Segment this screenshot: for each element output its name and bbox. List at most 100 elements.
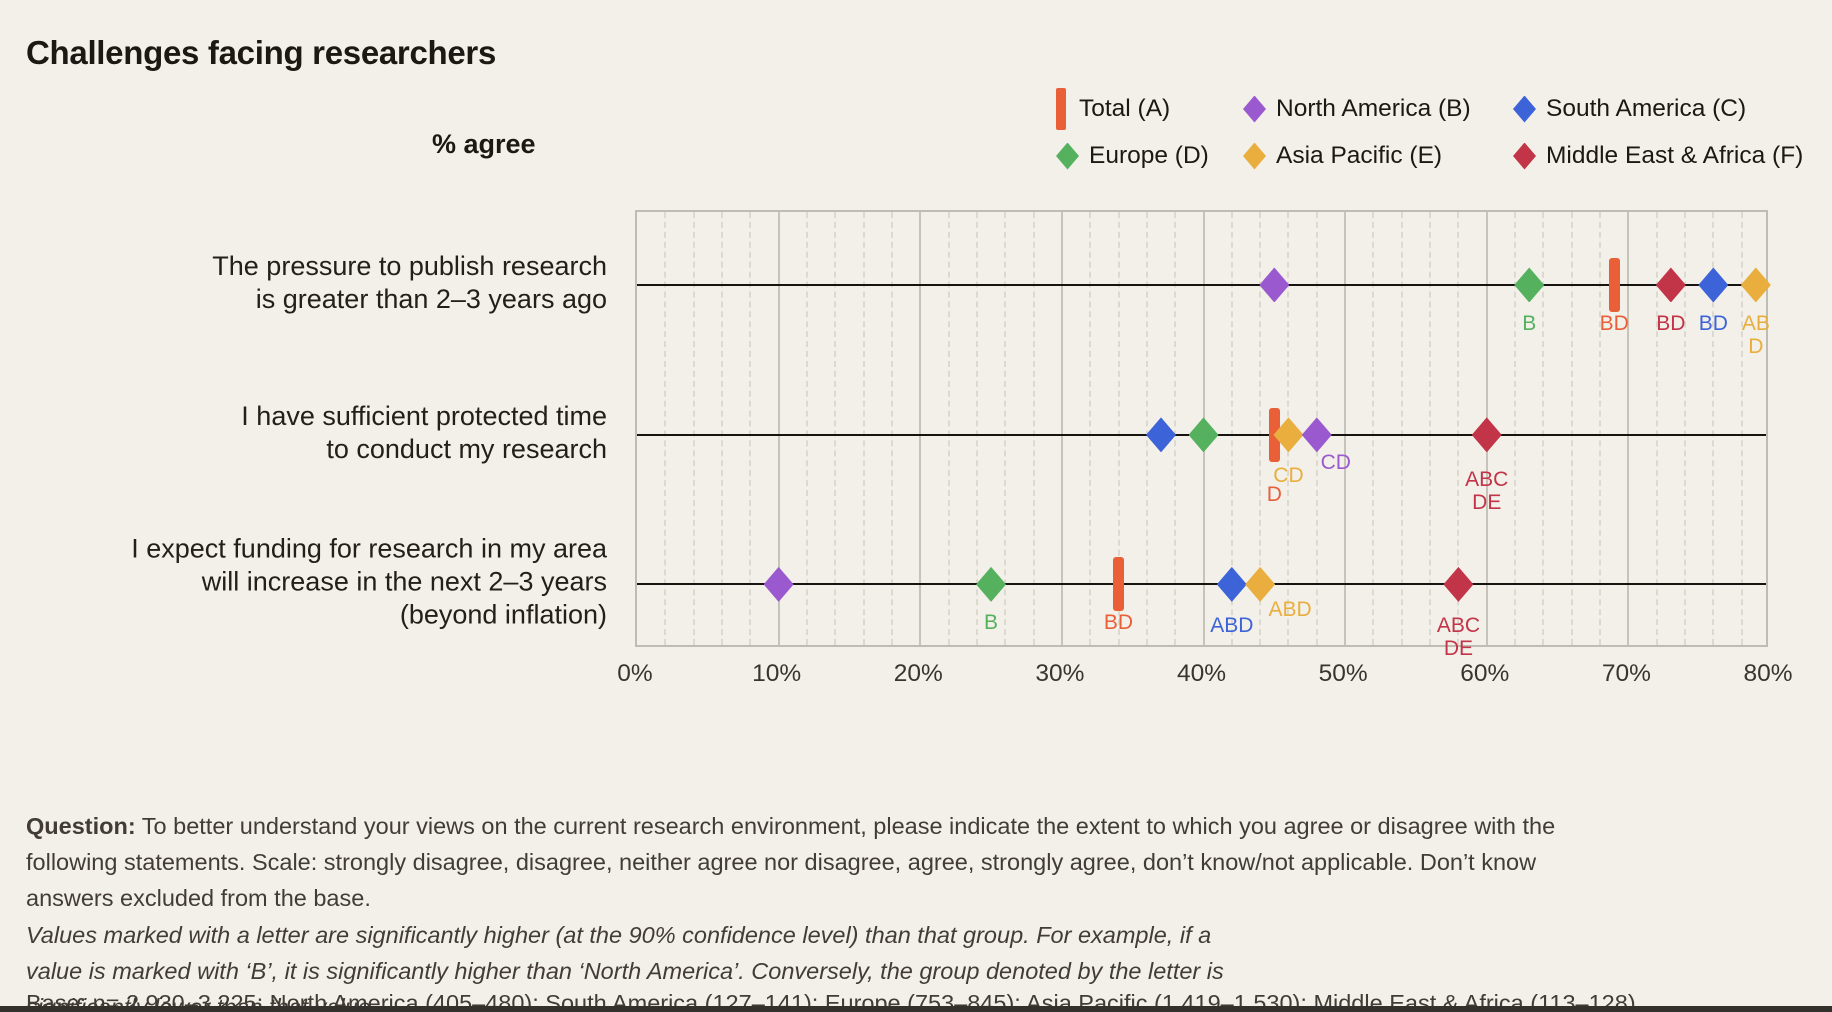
page-title: Challenges facing researchers bbox=[26, 34, 497, 72]
gridline-minor bbox=[1429, 212, 1432, 645]
x-axis-tick-label: 0% bbox=[617, 660, 653, 687]
gridline-major bbox=[1627, 212, 1630, 645]
marker-diamond-asia-pacific-e bbox=[1245, 566, 1276, 602]
legend-item-south-america-c: South America (C) bbox=[1513, 90, 1803, 128]
marker-diamond-south-america-c bbox=[1698, 267, 1729, 303]
marker-diamond-north-america-b bbox=[1301, 417, 1332, 453]
gridline-minor bbox=[1400, 212, 1403, 645]
gridline-minor bbox=[664, 212, 667, 645]
gridline-minor bbox=[890, 212, 893, 645]
marker-diamond-middle-east-africa-f bbox=[1655, 267, 1686, 303]
question-text: Question: To better understand your view… bbox=[26, 812, 1556, 911]
statement-label: I expect funding for research in my area… bbox=[131, 533, 607, 630]
sig-label-total-a: BD bbox=[1103, 611, 1134, 635]
marker-diamond-asia-pacific-e bbox=[1740, 267, 1771, 303]
marker-bar-total-a bbox=[1608, 257, 1620, 312]
gridline-minor bbox=[947, 212, 950, 645]
legend-item-europe-d: Europe (D) bbox=[1056, 137, 1243, 175]
diamond-marker-icon bbox=[1243, 95, 1266, 123]
sig-label-asia-pacific-e: CD bbox=[1273, 463, 1304, 487]
sig-label-asia-pacific-e: AB D bbox=[1741, 311, 1770, 358]
x-axis-tick-label: 60% bbox=[1460, 660, 1510, 687]
sig-label-total-a: D bbox=[1266, 482, 1282, 506]
gridline-minor bbox=[692, 212, 695, 645]
gridline-minor bbox=[1230, 212, 1233, 645]
legend-label: Total (A) bbox=[1079, 95, 1171, 122]
gridline-minor bbox=[975, 212, 978, 645]
gridline-minor bbox=[805, 212, 808, 645]
marker-bar-total-a bbox=[1113, 557, 1125, 612]
gridline-major bbox=[1344, 212, 1347, 645]
legend-item-total-a: Total (A) bbox=[1056, 88, 1243, 130]
statement-label: I have sufficient protected time to cond… bbox=[241, 400, 607, 464]
legend-label: South America (C) bbox=[1546, 95, 1747, 122]
plot-area: B BD BD BD AB D D CD CD ABC DE B BD ABD ABD ABC DE bbox=[635, 210, 1771, 660]
statement-baseline bbox=[637, 583, 1766, 586]
gridline-minor bbox=[1145, 212, 1148, 645]
gridline-minor bbox=[749, 212, 752, 645]
sig-label-north-america-b: CD bbox=[1320, 450, 1351, 474]
marker-diamond-middle-east-africa-f bbox=[1443, 566, 1474, 602]
x-axis-tick-label: 40% bbox=[1176, 660, 1227, 687]
sig-label-middle-east-africa-f: ABC DE bbox=[1436, 614, 1481, 661]
legend: Total (A) North America (B) South America … bbox=[1056, 88, 1803, 175]
gridline-minor bbox=[720, 212, 723, 645]
gridline-minor bbox=[1570, 212, 1573, 645]
axis-caption: % agree bbox=[432, 129, 536, 159]
marker-diamond-north-america-b bbox=[763, 566, 794, 602]
diamond-marker-icon bbox=[1513, 142, 1536, 170]
legend-label: Europe (D) bbox=[1089, 142, 1209, 169]
gridline-minor bbox=[1684, 212, 1687, 645]
diamond-marker-icon bbox=[1243, 142, 1266, 170]
sig-label-asia-pacific-e: ABD bbox=[1268, 598, 1312, 622]
question-label: Question: bbox=[26, 812, 136, 839]
gridline-minor bbox=[1457, 212, 1460, 645]
legend-item-middle-east-africa-f: Middle East & Africa (F) bbox=[1513, 137, 1803, 175]
gridline-minor bbox=[1655, 212, 1658, 645]
sig-label-south-america-c: ABD bbox=[1210, 614, 1254, 638]
marker-diamond-europe-d bbox=[1514, 267, 1545, 303]
sig-label-south-america-c: BD bbox=[1698, 311, 1728, 335]
sig-label-europe-d: B bbox=[984, 611, 999, 635]
marker-diamond-middle-east-africa-f bbox=[1471, 417, 1502, 453]
x-axis-tick-label: 20% bbox=[893, 660, 943, 687]
sig-label-middle-east-africa-f: BD bbox=[1656, 311, 1686, 335]
sig-label-europe-d: B bbox=[1522, 311, 1537, 335]
marker-diamond-europe-d bbox=[1188, 417, 1219, 453]
gridline-minor bbox=[834, 212, 837, 645]
gridline-minor bbox=[1712, 212, 1715, 645]
marker-diamond-south-america-c bbox=[1146, 417, 1176, 453]
gridline-minor bbox=[1032, 212, 1035, 645]
legend-item-asia-pacific-e: Asia Pacific (E) bbox=[1243, 137, 1513, 175]
gridline-minor bbox=[1117, 212, 1120, 645]
legend-item-north-america-b: North America (B) bbox=[1243, 90, 1513, 128]
x-axis-tick-label: 10% bbox=[752, 660, 802, 687]
gridline-minor bbox=[1740, 212, 1743, 645]
gridline-minor bbox=[1004, 212, 1007, 645]
statement-label: The pressure to publish research is grea… bbox=[212, 250, 607, 314]
diamond-marker-icon bbox=[1056, 142, 1079, 170]
gridline-minor bbox=[862, 212, 865, 645]
legend-label: Middle East & Africa (F) bbox=[1546, 142, 1804, 169]
marker-diamond-north-america-b bbox=[1259, 267, 1290, 303]
diamond-marker-icon bbox=[1513, 95, 1536, 123]
sig-label-total-a: BD bbox=[1599, 311, 1629, 335]
marker-diamond-europe-d bbox=[976, 566, 1007, 602]
gridline-minor bbox=[1514, 212, 1517, 645]
legend-label: Asia Pacific (E) bbox=[1276, 142, 1443, 169]
gridline-minor bbox=[1259, 212, 1262, 645]
sig-label-middle-east-africa-f: ABC DE bbox=[1465, 467, 1509, 514]
x-axis-tick-label: 80% bbox=[1743, 660, 1793, 687]
statement-baseline bbox=[637, 283, 1766, 286]
gridline-minor bbox=[1542, 212, 1545, 645]
bottom-bar bbox=[0, 1006, 1832, 1012]
marker-diamond-south-america-c bbox=[1216, 566, 1247, 602]
gridline-minor bbox=[1372, 212, 1375, 645]
gridline-minor bbox=[1089, 212, 1092, 645]
gridline-minor bbox=[1174, 212, 1177, 645]
legend-label: North America (B) bbox=[1276, 95, 1471, 122]
gridline-major bbox=[919, 212, 922, 645]
x-axis-tick-label: 50% bbox=[1318, 660, 1368, 687]
gridline-major bbox=[777, 212, 780, 645]
